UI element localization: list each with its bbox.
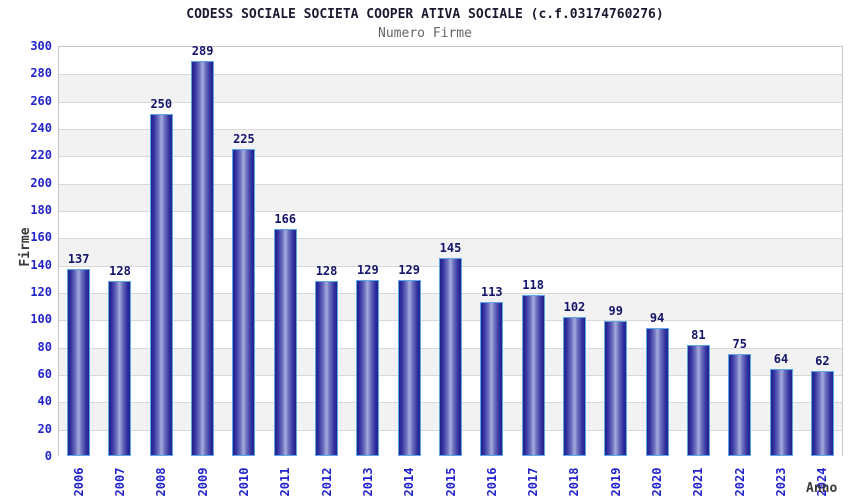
bar-2009 xyxy=(191,61,215,456)
y-tick-label: 0 xyxy=(44,449,52,463)
bar-2021 xyxy=(686,345,710,456)
y-tick-label: 300 xyxy=(30,39,52,53)
bar-value-label: 289 xyxy=(191,44,214,59)
bar-2018 xyxy=(562,316,586,456)
x-tick-label: 2017 xyxy=(526,467,541,497)
x-tick-label: 2012 xyxy=(319,467,334,497)
bar-2022 xyxy=(728,353,752,456)
gridline xyxy=(59,74,842,76)
x-tick-label: 2008 xyxy=(154,467,169,497)
bar-value-label: 137 xyxy=(67,251,90,266)
x-tick-label: 2023 xyxy=(774,467,789,497)
bar-value-label: 113 xyxy=(480,284,503,299)
x-tick-label: 2018 xyxy=(567,467,582,497)
bar-value-label: 99 xyxy=(608,303,623,318)
bar-value-label: 62 xyxy=(815,354,830,369)
chart-subtitle: Numero Firme xyxy=(378,26,472,41)
grid-band xyxy=(59,211,842,239)
x-tick-label: 2006 xyxy=(71,467,86,497)
x-tick-label: 2019 xyxy=(608,467,623,497)
bar-2019 xyxy=(604,320,628,456)
bar-2020 xyxy=(645,327,669,456)
gridline xyxy=(59,156,842,158)
bar-2023 xyxy=(769,368,793,456)
chart-title: CODESS SOCIALE SOCIETA COOPER ATIVA SOCI… xyxy=(186,7,664,22)
bar-value-label: 225 xyxy=(233,131,255,146)
bar-2012 xyxy=(315,281,339,456)
gridline xyxy=(59,183,842,185)
y-tick-label: 260 xyxy=(30,93,52,108)
grid-band xyxy=(59,101,842,129)
gridline xyxy=(59,238,842,240)
x-tick-label: 2010 xyxy=(236,467,251,497)
bar-value-label: 129 xyxy=(357,262,379,277)
grid-band xyxy=(59,183,842,211)
y-tick-label: 40 xyxy=(37,394,52,409)
x-tick-label: 2021 xyxy=(691,467,706,497)
grid-band xyxy=(59,74,842,102)
x-tick-label: 2013 xyxy=(360,467,375,497)
bar-2024 xyxy=(810,371,834,456)
bar-value-label: 118 xyxy=(522,277,544,292)
y-tick-label: 160 xyxy=(30,230,52,245)
x-axis-title: Anno xyxy=(806,481,838,496)
grid-band xyxy=(59,156,842,184)
y-tick-label: 20 xyxy=(37,421,52,436)
bar-2011 xyxy=(273,229,297,456)
x-tick-label: 2009 xyxy=(195,467,210,497)
gridline xyxy=(59,211,842,212)
bar-value-label: 129 xyxy=(398,262,421,277)
bar-2017 xyxy=(521,294,545,456)
x-tick-label: 2011 xyxy=(278,467,293,497)
bar-2006 xyxy=(67,268,91,456)
bar-value-label: 81 xyxy=(691,328,706,343)
gridline xyxy=(59,129,842,130)
x-tick-label: 2022 xyxy=(732,467,747,497)
y-tick-label: 280 xyxy=(30,66,52,81)
bar-2016 xyxy=(480,301,504,456)
x-tick-label: 2014 xyxy=(402,467,417,497)
bar-value-label: 75 xyxy=(732,336,747,351)
x-tick-label: 2015 xyxy=(443,467,458,497)
y-tick-label: 120 xyxy=(30,285,52,299)
y-tick-label: 80 xyxy=(37,339,52,354)
x-tick-label: 2020 xyxy=(650,467,665,497)
bar-value-label: 166 xyxy=(274,212,297,227)
y-tick-label: 60 xyxy=(37,367,52,381)
y-tick-label: 180 xyxy=(30,203,52,217)
bar-2008 xyxy=(149,114,173,456)
bar-2014 xyxy=(397,279,421,456)
bar-value-label: 64 xyxy=(773,351,789,366)
x-tick-label: 2016 xyxy=(484,467,499,497)
grid-band xyxy=(59,47,842,75)
gridline xyxy=(59,101,842,103)
y-tick-label: 100 xyxy=(30,312,52,327)
bar-value-label: 128 xyxy=(109,264,131,279)
bar-value-label: 102 xyxy=(563,299,586,314)
x-tick-label: 2007 xyxy=(112,467,127,497)
bar-2013 xyxy=(356,279,380,456)
bar-2010 xyxy=(232,148,256,456)
y-tick-label: 220 xyxy=(30,148,52,163)
bar-2015 xyxy=(439,257,462,456)
bar-2007 xyxy=(108,281,132,456)
y-tick-label: 240 xyxy=(30,121,52,135)
y-tick-label: 140 xyxy=(30,257,52,272)
bar-value-label: 250 xyxy=(150,97,173,112)
grid-band xyxy=(59,129,842,157)
y-tick-label: 200 xyxy=(30,175,52,190)
bar-value-label: 145 xyxy=(439,240,462,255)
bar-value-label: 94 xyxy=(649,310,665,325)
bar-value-label: 128 xyxy=(315,264,338,279)
